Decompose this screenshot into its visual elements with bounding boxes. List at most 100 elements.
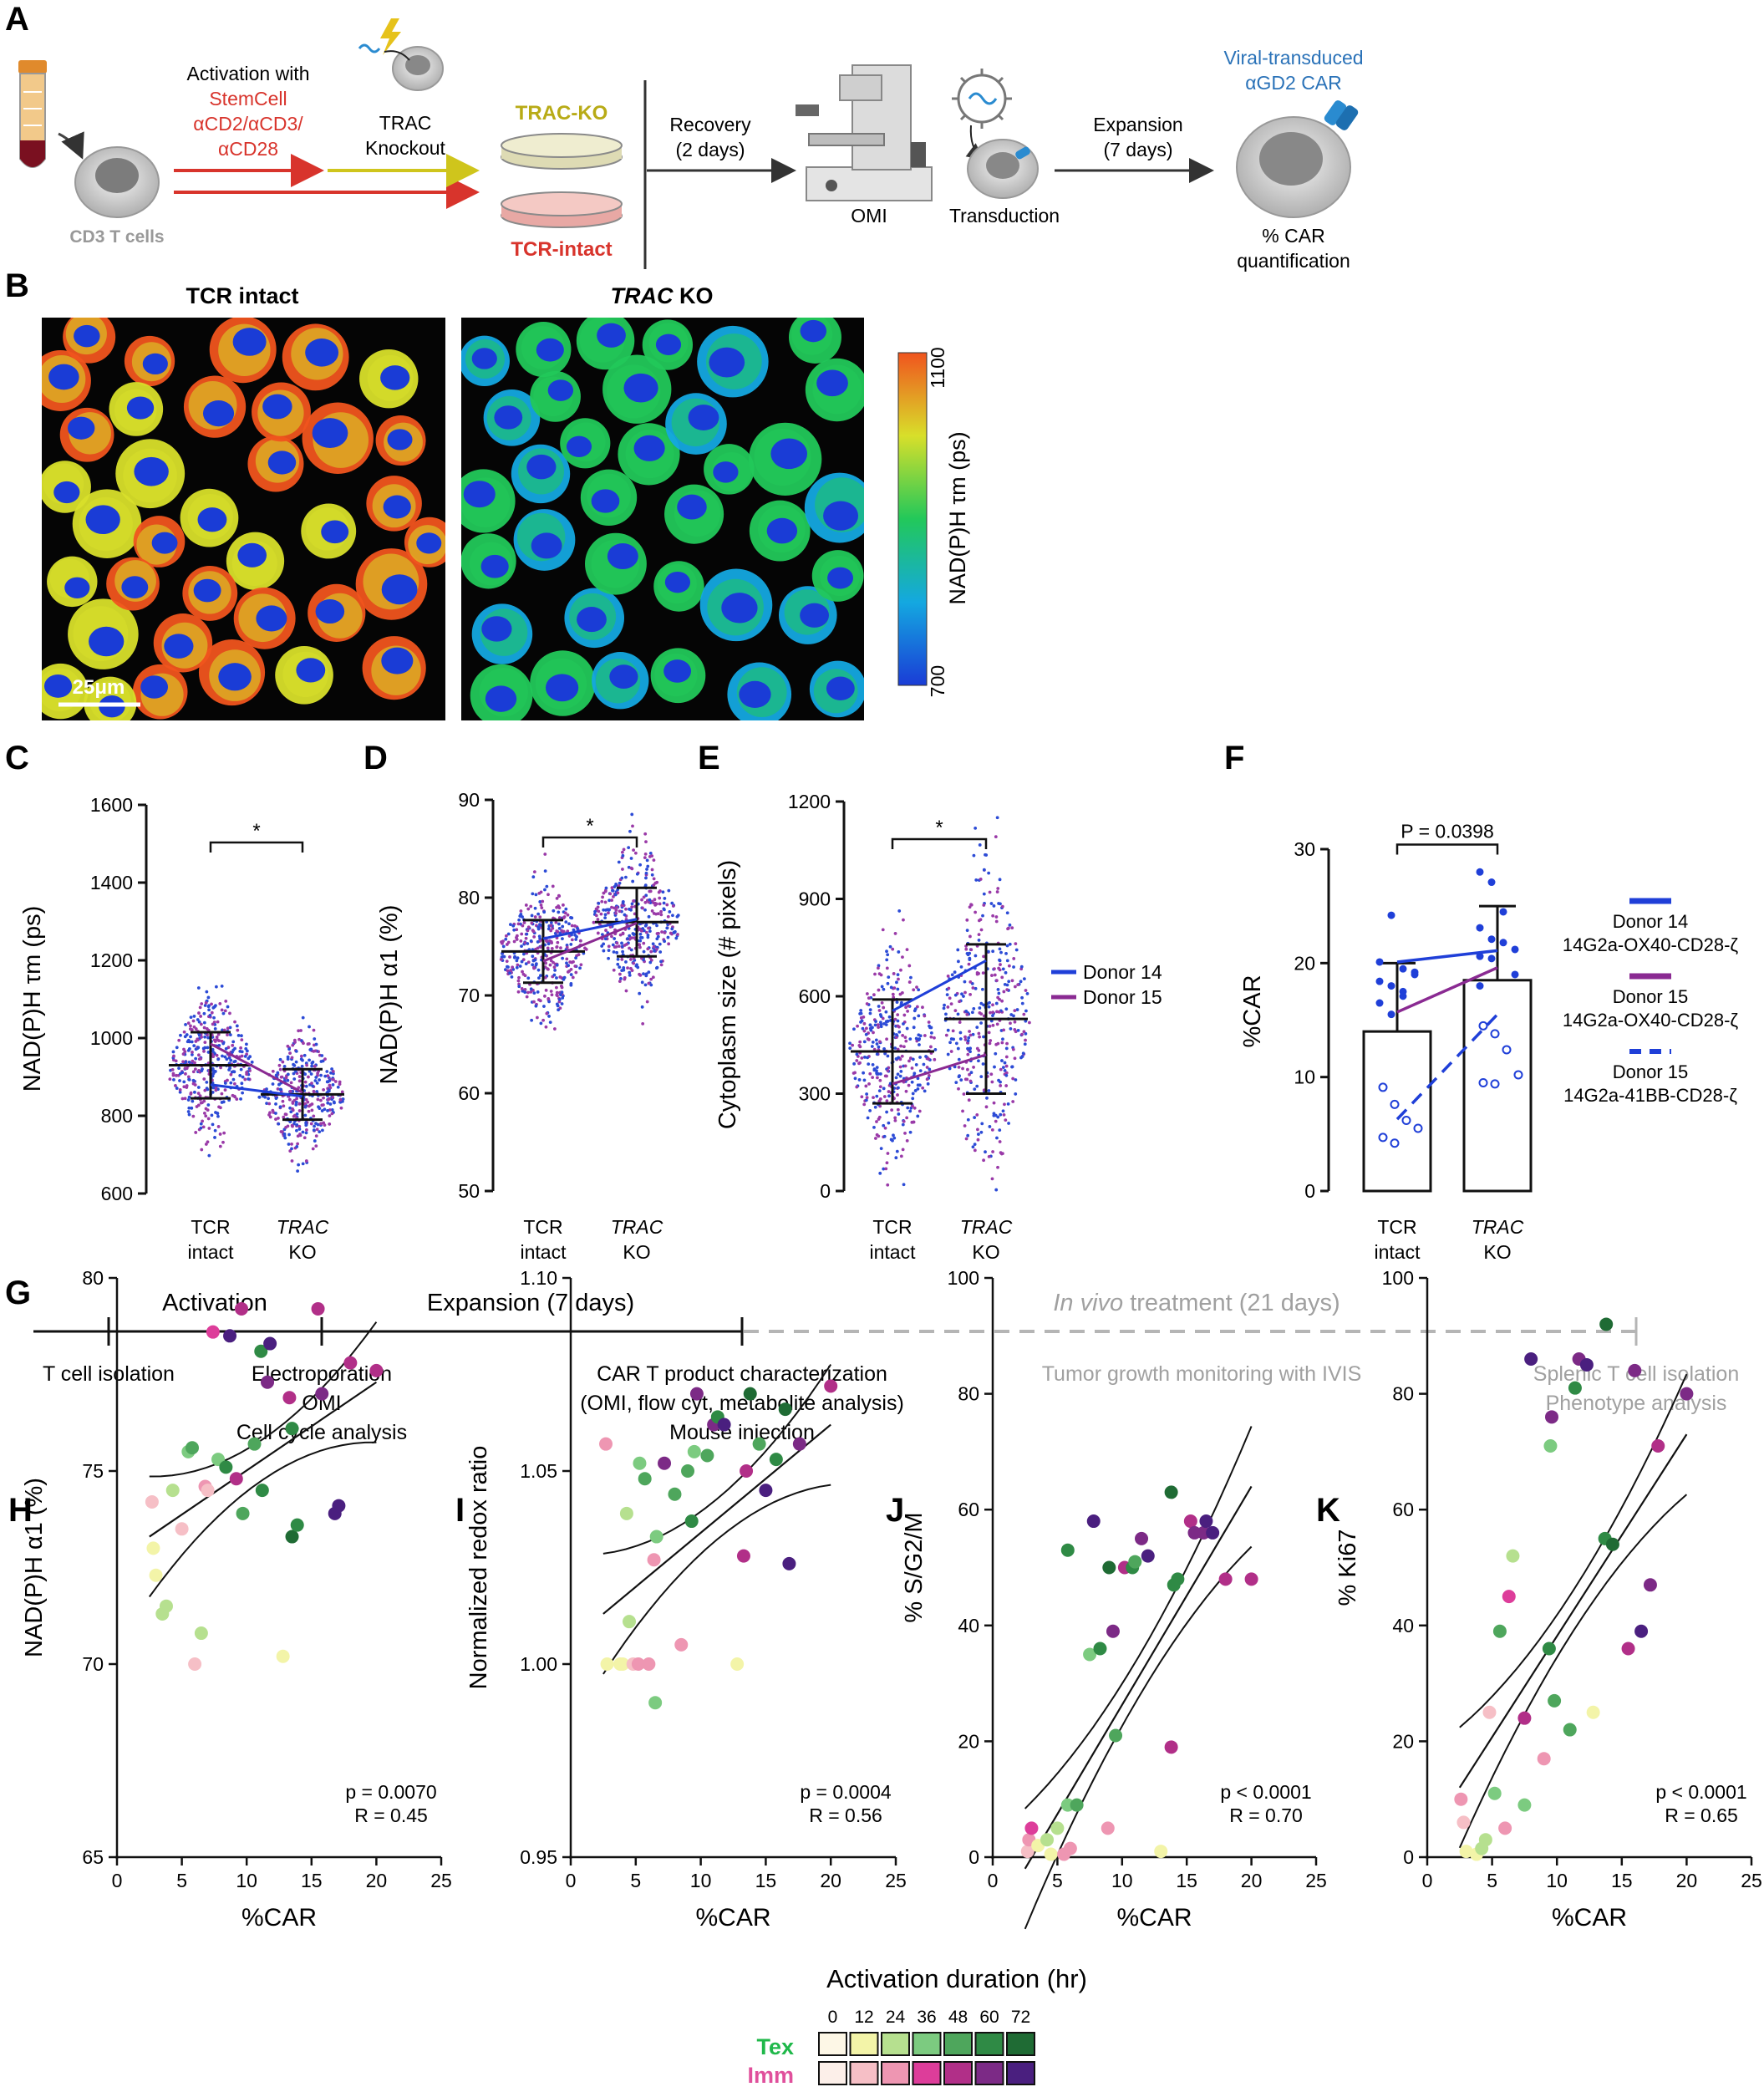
data-point <box>529 987 533 991</box>
y-tick-label: 90 <box>458 789 480 811</box>
data-point <box>232 1082 236 1086</box>
data-point <box>529 904 533 909</box>
data-point <box>579 963 583 967</box>
confidence-lower <box>1024 1545 1253 1930</box>
donor-line <box>542 922 638 963</box>
data-point <box>196 1046 201 1050</box>
data-point <box>862 1021 867 1026</box>
data-point <box>174 1084 177 1087</box>
data-point <box>187 1112 191 1117</box>
timeline-expansion: Expansion (7 days) <box>427 1290 634 1316</box>
data-point <box>313 1037 317 1041</box>
data-point <box>671 914 674 918</box>
data-point <box>531 892 535 896</box>
data-point <box>991 949 995 954</box>
hour-label: 60 <box>979 2008 999 2027</box>
data-point <box>613 893 618 897</box>
data-point <box>904 1005 908 1010</box>
x-tick-label: 0 <box>566 1870 577 1891</box>
tex-swatch <box>912 2032 942 2056</box>
data-point <box>621 931 625 935</box>
data-point <box>1482 1705 1497 1719</box>
data-point <box>905 948 909 952</box>
data-point <box>338 1097 343 1102</box>
data-point <box>927 1057 931 1061</box>
donor-legend: Donor 14 Donor 15 <box>1051 961 1162 1008</box>
data-point <box>1020 1032 1024 1036</box>
data-point <box>896 1093 899 1097</box>
data-point <box>979 1075 984 1078</box>
data-point <box>551 884 555 888</box>
significance-bracket <box>209 841 304 853</box>
data-point <box>628 973 632 977</box>
data-point <box>911 1092 915 1096</box>
data-point <box>966 953 970 957</box>
data-point <box>989 1072 994 1077</box>
data-point <box>990 1177 994 1181</box>
data-point <box>205 990 209 994</box>
data-point <box>994 979 999 983</box>
data-point <box>574 970 578 975</box>
x-label-intact: intact <box>1375 1241 1421 1263</box>
data-point <box>309 1122 313 1126</box>
data-point <box>1002 990 1006 994</box>
data-point <box>536 927 541 931</box>
data-point <box>643 983 648 987</box>
data-point <box>645 1000 649 1004</box>
confidence-upper <box>149 1321 378 1478</box>
data-point <box>658 950 663 954</box>
data-point <box>204 1000 208 1005</box>
data-point <box>689 1387 704 1401</box>
data-point <box>603 913 607 917</box>
y-tick-label: 1.05 <box>520 1460 557 1482</box>
data-point <box>921 1005 924 1010</box>
data-point <box>1517 1798 1532 1812</box>
data-point <box>220 1039 224 1043</box>
data-point <box>998 958 1001 962</box>
data-point <box>976 1133 980 1136</box>
data-point <box>898 1074 902 1078</box>
data-point <box>901 1148 905 1152</box>
data-point <box>180 1097 185 1101</box>
data-point <box>229 1058 233 1062</box>
data-point <box>652 945 656 949</box>
y-tick-label: 600 <box>101 1183 133 1204</box>
data-point <box>968 1079 973 1083</box>
data-point <box>922 1062 926 1066</box>
activation-hours: 0 12 24 36 48 60 72 <box>828 2008 1031 2027</box>
r-value: R = 0.65 <box>1665 1804 1738 1826</box>
data-point <box>1011 1077 1015 1081</box>
data-point <box>292 1077 297 1081</box>
data-point <box>240 1034 243 1038</box>
legend-f1-construct: 14G2a-OX40-CD28-ζ <box>1563 934 1739 955</box>
data-point <box>969 1071 974 1075</box>
panel-letter-k: K <box>1316 1492 1340 1529</box>
data-point <box>878 1085 882 1089</box>
data-point <box>187 1046 191 1051</box>
data-point <box>875 1094 879 1098</box>
data-point <box>192 1015 196 1018</box>
data-point <box>949 1050 953 1053</box>
data-point <box>574 938 578 941</box>
data-point <box>221 1028 224 1032</box>
data-point <box>182 1047 186 1051</box>
data-point <box>541 1018 546 1022</box>
data-point <box>205 1027 209 1031</box>
data-point <box>1012 957 1016 960</box>
data-point <box>1548 1693 1562 1708</box>
data-point <box>277 1082 281 1087</box>
data-point <box>929 1031 933 1035</box>
data-point <box>201 1046 206 1051</box>
data-point <box>328 1102 333 1106</box>
data-point <box>658 1456 672 1470</box>
data-point <box>505 959 509 964</box>
data-point <box>908 1037 913 1041</box>
data-point <box>525 932 529 936</box>
cell-nucleus <box>126 396 155 420</box>
data-point <box>601 895 604 899</box>
data-point <box>778 1402 792 1417</box>
data-point <box>322 1103 325 1107</box>
data-point <box>885 958 889 962</box>
data-point <box>652 858 656 863</box>
data-point <box>1579 1357 1594 1372</box>
